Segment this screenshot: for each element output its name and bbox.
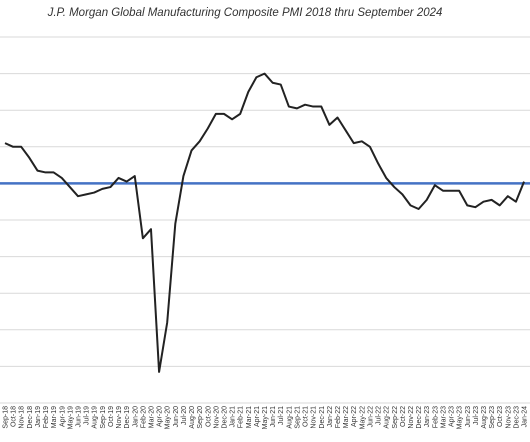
x-tick-label: Oct-18 (11, 406, 18, 427)
x-tick-label: Jan-20 (132, 406, 139, 428)
x-tick-label: Apr-19 (59, 406, 66, 427)
x-tick-label: Nov-21 (311, 406, 318, 429)
x-tick-label: Sep-18 (3, 406, 10, 429)
x-tick-label: Jan-21 (230, 406, 237, 428)
x-tick-label: Jun-22 (367, 406, 374, 428)
x-tick-label: Aug-23 (481, 406, 488, 429)
x-tick-label: Sep-21 (294, 406, 301, 429)
x-tick-label: Mar-23 (440, 406, 447, 428)
x-tick-label: Nov-18 (19, 406, 26, 429)
x-tick-label: Jul-19 (84, 406, 91, 425)
x-tick-label: Oct-22 (400, 406, 407, 427)
x-tick-label: Aug-19 (92, 406, 99, 429)
x-tick-label: Jan-22 (327, 406, 334, 428)
x-tick-label: Feb-21 (238, 406, 245, 428)
x-tick-label: Jun-23 (465, 406, 472, 428)
x-tick-label: Feb-20 (140, 406, 147, 428)
x-tick-label: Aug-20 (189, 406, 196, 429)
x-tick-label: Dec-20 (221, 406, 228, 429)
x-tick-label: Sep-23 (489, 406, 496, 429)
x-tick-label: Jul-23 (473, 406, 480, 425)
x-tick-label: Feb-19 (43, 406, 50, 428)
x-tick-label: Mar-21 (246, 406, 253, 428)
x-tick-label: Sep-22 (392, 406, 399, 429)
x-tick-label: Aug-22 (384, 406, 391, 429)
x-tick-label: Nov-19 (116, 406, 123, 429)
x-tick-label: Mar-22 (343, 406, 350, 428)
x-tick-label: May-20 (165, 406, 172, 429)
series-line (4, 72, 525, 373)
x-tick-label: May-22 (359, 406, 366, 429)
x-tick-label: Aug-21 (286, 406, 293, 429)
x-tick-label: Nov-23 (505, 406, 512, 429)
x-tick-label: Jan-24 (522, 406, 529, 428)
x-tick-label: May-19 (67, 406, 74, 429)
x-tick-label: Apr-22 (351, 406, 358, 427)
x-tick-label: Dec-19 (124, 406, 131, 429)
x-tick-label: Jun-19 (75, 406, 82, 428)
x-tick-label: Jun-20 (173, 406, 180, 428)
x-tick-label: Oct-21 (303, 406, 310, 427)
x-tick-label: Oct-19 (108, 406, 115, 427)
x-tick-label: Mar-19 (51, 406, 58, 428)
x-tick-label: Jan-19 (35, 406, 42, 428)
x-tick-label: Apr-20 (157, 406, 164, 427)
x-tick-label: Dec-18 (27, 406, 34, 429)
chart-title: J.P. Morgan Global Manufacturing Composi… (47, 7, 443, 19)
x-tick-label: Sep-20 (197, 406, 204, 429)
x-tick-label: Nov-22 (408, 406, 415, 429)
x-tick-label: Dec-23 (513, 406, 520, 429)
x-tick-label: Dec-22 (416, 406, 423, 429)
x-tick-label: Jun-21 (270, 406, 277, 428)
x-tick-label: Jan-23 (424, 406, 431, 428)
x-tick-label: Feb-22 (335, 406, 342, 428)
x-tick-label: Dec-21 (319, 406, 326, 429)
x-tick-label: Jul-20 (181, 406, 188, 425)
x-tick-label: Sep-19 (100, 406, 107, 429)
x-tick-label: May-21 (262, 406, 269, 429)
x-tick-label: Feb-23 (432, 406, 439, 428)
x-tick-label: Jul-22 (376, 406, 383, 425)
x-tick-label: Mar-20 (148, 406, 155, 428)
x-tick-label: Jul-21 (278, 406, 285, 425)
x-tick-label: Oct-23 (497, 406, 504, 427)
x-tick-label: Apr-21 (254, 406, 261, 427)
x-tick-label: Oct-20 (205, 406, 212, 427)
x-tick-label: Apr-23 (449, 406, 456, 427)
x-tick-label: May-23 (457, 406, 464, 429)
x-tick-label: Nov-20 (213, 406, 220, 429)
